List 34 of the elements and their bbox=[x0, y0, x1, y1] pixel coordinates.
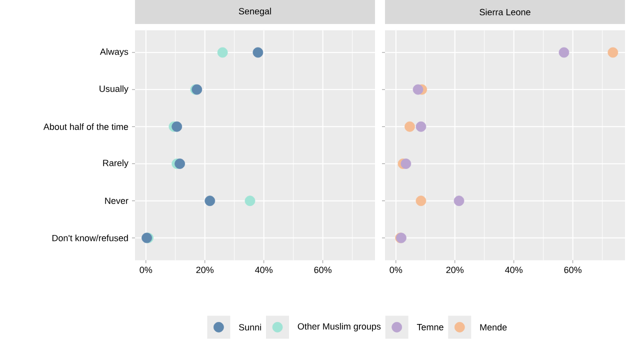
x-tick-label: 20% bbox=[446, 266, 464, 274]
point bbox=[404, 121, 415, 132]
point bbox=[416, 196, 426, 206]
x-tick-label: 0% bbox=[140, 266, 152, 274]
point bbox=[400, 158, 412, 169]
chart-title: Senegal bbox=[238, 8, 271, 16]
legend-label: Other Muslim groups bbox=[298, 322, 381, 332]
chart-title: Sierra Leone bbox=[480, 8, 530, 16]
point bbox=[608, 47, 618, 58]
legend-label: Mende bbox=[480, 324, 507, 330]
point bbox=[204, 196, 216, 206]
y-tick-label: Rarely bbox=[103, 159, 128, 168]
point bbox=[217, 47, 228, 58]
point bbox=[252, 47, 264, 58]
point bbox=[172, 121, 182, 132]
legend-label: Sunni bbox=[239, 324, 262, 330]
point bbox=[558, 47, 570, 58]
point bbox=[454, 196, 464, 206]
x-tick-label: 40% bbox=[505, 266, 523, 274]
legend-label: Temne bbox=[416, 324, 444, 330]
point bbox=[416, 121, 426, 132]
x-tick-label: 40% bbox=[255, 266, 273, 274]
x-tick-label: 60% bbox=[564, 266, 582, 274]
y-tick-label: About half of the time bbox=[43, 123, 128, 130]
point bbox=[174, 158, 186, 169]
x-tick-label: 0% bbox=[390, 266, 402, 274]
point bbox=[412, 84, 424, 95]
y-tick-label: Don't know/refused bbox=[52, 234, 128, 242]
x-tick-label: 60% bbox=[314, 266, 332, 274]
y-tick-label: Always bbox=[100, 48, 128, 57]
x-tick-label: 20% bbox=[196, 266, 214, 274]
y-tick-label: Never bbox=[105, 198, 128, 204]
y-tick-label: Usually bbox=[100, 85, 128, 94]
point bbox=[244, 196, 256, 206]
